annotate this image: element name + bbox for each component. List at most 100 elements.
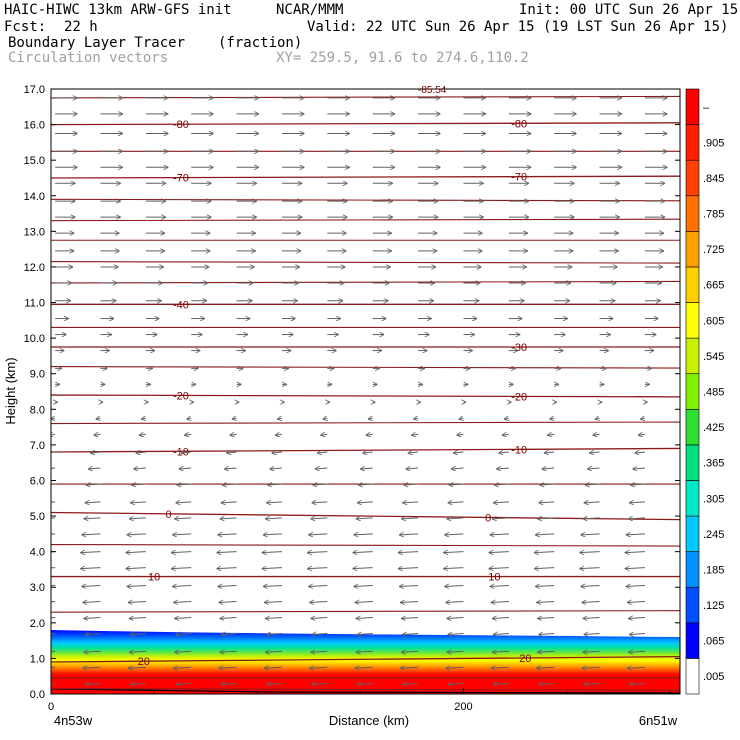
wind-vector: [129, 651, 146, 652]
wind-vector: [582, 667, 600, 668]
wind-vector: [593, 434, 600, 435]
temp-contour-label: 20: [519, 653, 531, 665]
wind-vector: [548, 434, 555, 435]
colorbar-label: .545: [703, 351, 724, 363]
wind-vector: [51, 650, 56, 653]
wind-vector: [83, 667, 101, 668]
temp-contour-label: -70: [173, 173, 189, 185]
wind-vector: [536, 534, 555, 535]
wind-vector: [129, 518, 146, 519]
wind-vector: [583, 617, 600, 618]
field-name: Boundary Layer Tracer: [8, 35, 186, 51]
wind-vector: [631, 484, 645, 485]
wind-vector: [493, 683, 509, 684]
wind-vector: [448, 634, 464, 635]
y-tick-label: 3.0: [30, 582, 45, 594]
temp-contour-label: -20: [511, 391, 527, 403]
wind-vector: [625, 552, 645, 553]
colorbar-swatch: [685, 88, 700, 125]
wind-vector: [628, 651, 645, 652]
colorbar-label: .785: [703, 209, 724, 221]
colorbar: .005 .065 .125 .185 .245 .305 .365 .425 .485 .545…: [685, 88, 724, 695]
wind-vector: [309, 585, 328, 586]
wind-vector: [492, 617, 509, 618]
wind-vector: [408, 452, 419, 453]
wind-vector: [173, 534, 192, 535]
y-axis-label: Height (km): [3, 357, 18, 424]
wind-vector: [448, 502, 464, 503]
temp-contour-label: -80: [173, 119, 189, 131]
wind-vector: [355, 667, 373, 668]
wind-vector: [323, 418, 327, 419]
wind-vector: [51, 533, 56, 535]
wind-vector: [398, 552, 419, 553]
wind-vector: [502, 434, 509, 435]
wind-vector: [584, 683, 600, 684]
wind-vector: [454, 452, 464, 453]
contour-line-9: [51, 261, 680, 264]
wind-vector: [627, 601, 645, 602]
y-tick-label: 14.0: [24, 191, 45, 203]
valid-time: Valid: 22 UTC Sun 26 Apr 15 (19 LST Sun …: [307, 19, 729, 35]
wind-vector: [270, 468, 283, 469]
wind-vector: [400, 667, 419, 668]
wind-vector: [447, 518, 464, 519]
colorbar-label: .605: [703, 315, 724, 327]
wind-vector: [221, 683, 237, 684]
wind-vector: [263, 534, 283, 535]
wind-vector: [264, 667, 283, 668]
y-tick-label: 2.0: [30, 618, 45, 630]
temp-contour-label: 10: [148, 572, 160, 584]
wind-vector: [126, 552, 146, 553]
forecast-label: Fcst:: [4, 19, 47, 35]
wind-vector: [308, 568, 328, 569]
wind-vector: [354, 534, 373, 535]
x-start-label: 4n53w: [54, 713, 93, 728]
wind-vector: [537, 601, 555, 602]
wind-vector: [626, 585, 645, 586]
wind-vector: [81, 568, 101, 569]
y-tick-label: 13.0: [24, 226, 45, 238]
wind-vector: [227, 452, 237, 453]
model-title: HAIC-HIWC 13km ARW-GFS init: [4, 2, 232, 18]
wind-vector: [361, 468, 373, 469]
wind-vector: [540, 484, 555, 485]
wind-vector: [265, 617, 283, 618]
wind-vector: [538, 651, 555, 652]
colorbar-swatch: [685, 337, 700, 375]
wind-vector: [264, 601, 283, 602]
wind-vector: [538, 617, 555, 618]
wind-vector: [356, 651, 373, 652]
wind-vector: [411, 434, 419, 435]
colorbar-label: .905: [703, 137, 724, 149]
field-units: (fraction): [218, 35, 303, 51]
temp-contour-0: [51, 511, 680, 521]
init-time: Init: 00 UTC Sun 26 Apr 15: [519, 2, 739, 18]
wind-vector: [497, 468, 509, 469]
wind-vector: [403, 683, 419, 684]
wind-vector: [641, 418, 645, 419]
wind-vector: [544, 452, 555, 453]
wind-vector: [402, 617, 419, 618]
temp-contour-label: -10: [511, 444, 527, 456]
wind-vector: [51, 567, 56, 569]
wind-vector: [317, 452, 328, 453]
wind-vector: [311, 617, 328, 618]
temp-contour-label: -70: [511, 172, 527, 184]
wind-vector: [220, 617, 237, 618]
wind-vector: [85, 683, 101, 684]
temp-contour--80: [51, 122, 680, 126]
wind-vector: [493, 502, 509, 503]
wind-vector: [399, 585, 419, 586]
colorbar-swatch: [685, 586, 700, 624]
x-end-label: 6n51w: [639, 713, 678, 728]
colorbar-label: .305: [703, 493, 724, 505]
wind-vector: [582, 601, 600, 602]
wind-vector: [225, 468, 237, 469]
wind-vector: [356, 617, 373, 618]
wind-vector: [630, 634, 645, 635]
colorbar-swatch: [685, 266, 700, 303]
colorbar-swatch: [685, 408, 700, 446]
wind-vector: [587, 468, 600, 469]
wind-vector: [448, 683, 464, 684]
